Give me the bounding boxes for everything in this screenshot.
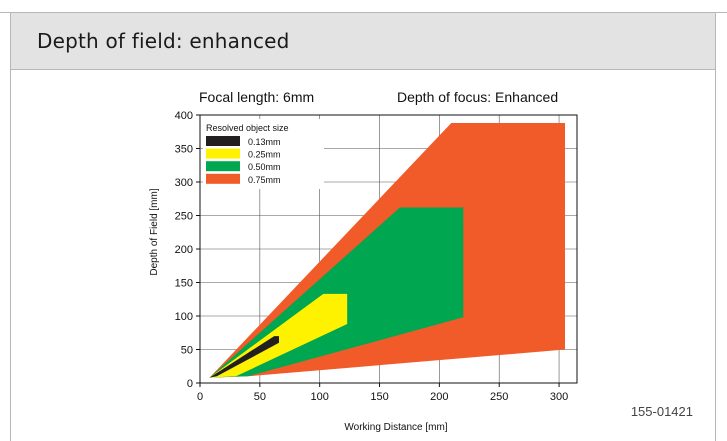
chart-title-right: Depth of focus: Enhanced [397,89,558,105]
legend-swatch [206,161,240,172]
y-tick-label: 300 [175,177,193,189]
legend-title: Resolved object size [206,123,289,133]
x-tick-label: 0 [197,391,203,403]
x-tick-label: 300 [550,391,568,403]
chart-title-left: Focal length: 6mm [199,89,314,105]
section-title: Depth of field: enhanced [37,29,290,53]
y-tick-label: 150 [175,278,193,290]
section-header: Depth of field: enhanced [10,12,716,70]
legend-swatch [206,136,240,146]
legend-entry: 0.13mm [248,137,281,147]
x-tick-label: 50 [254,391,266,403]
legend-entry: 0.50mm [248,162,281,172]
x-tick-label: 100 [311,391,329,403]
legend-entry: 0.25mm [248,150,281,160]
y-tick-label: 400 [175,110,193,122]
legend-swatch [206,173,240,184]
x-tick-label: 250 [490,391,508,403]
y-tick-label: 50 [181,345,193,357]
y-tick-label: 0 [187,378,193,390]
y-axis-label: Depth of Field [mm] [149,188,160,275]
y-tick-label: 200 [175,244,193,256]
figure-code: 155-01421 [630,404,693,419]
legend-entry: 0.75mm [248,175,281,185]
x-tick-label: 200 [430,391,448,403]
frame-edge-right [716,12,727,70]
x-tick-label: 150 [370,391,388,403]
plot-area: 0 50 100 150 200 250 300 0 50 100 150 200 250 300 350 4… [175,110,578,403]
y-tick-label: 100 [175,311,193,323]
legend: Resolved object size 0.13mm 0.25mm 0.50mm 0.… [203,119,324,189]
series-area-0-13mm [209,336,279,378]
x-axis-label: Working Distance [mm] [344,422,447,433]
frame-edge-left [0,12,10,70]
y-tick-label: 350 [175,144,193,156]
legend-swatch [206,148,240,159]
y-tick-label: 250 [175,211,193,223]
